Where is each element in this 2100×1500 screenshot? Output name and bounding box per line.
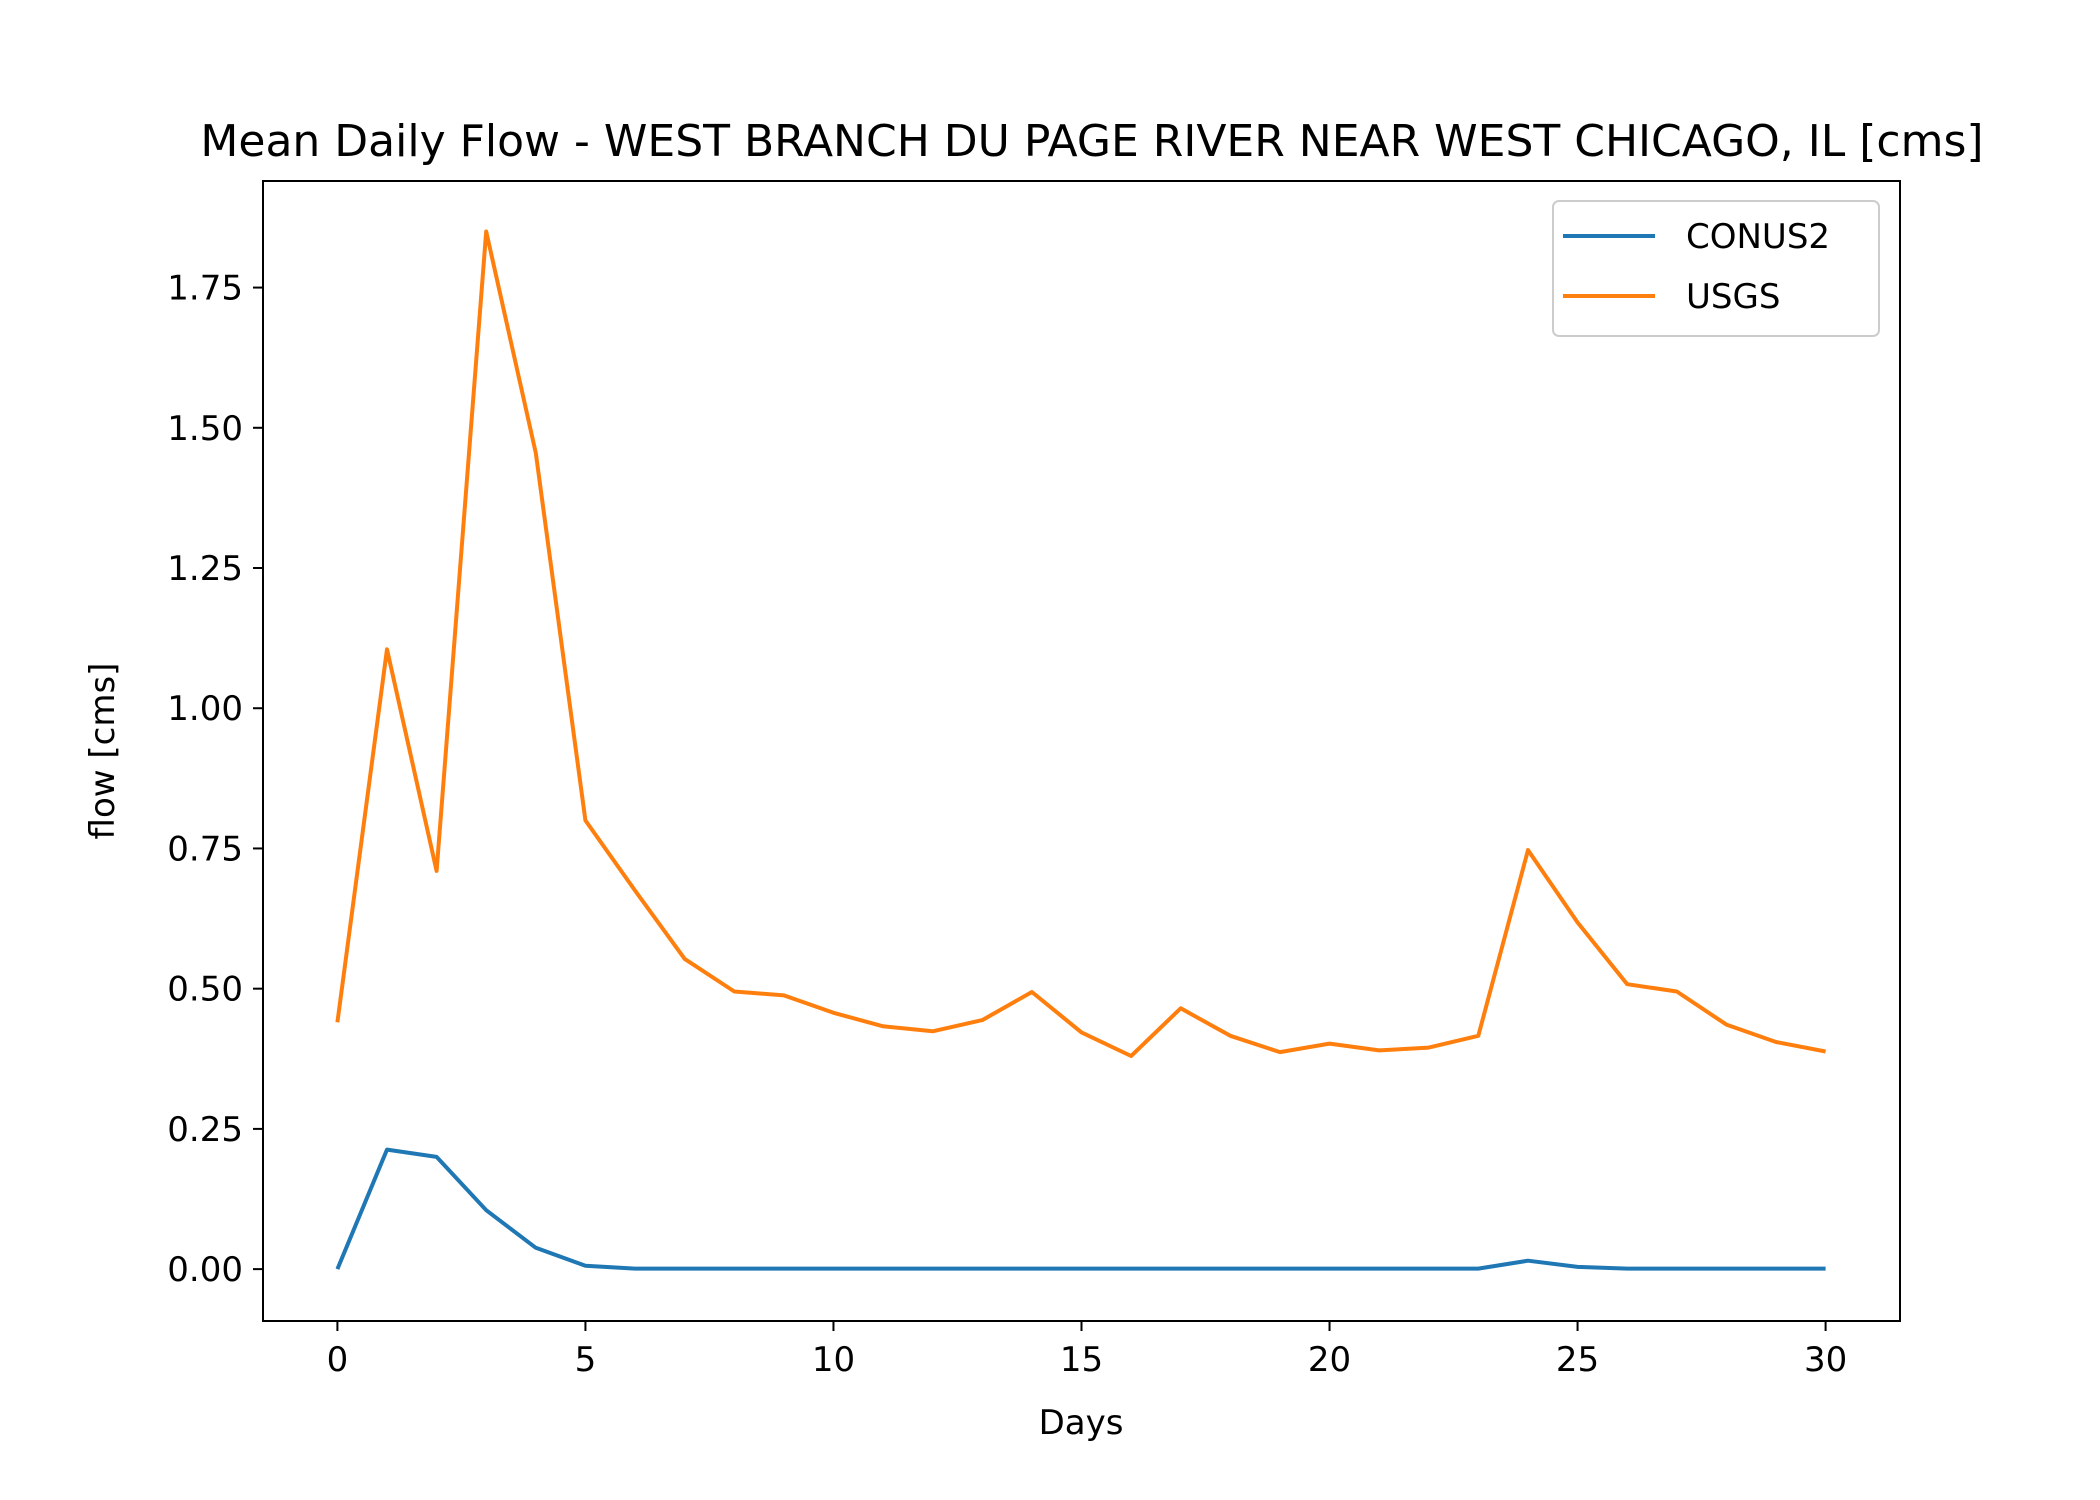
y-tick-label: 1.75 xyxy=(167,269,243,309)
series-lines xyxy=(335,229,1826,1271)
y-tick-label: 0.25 xyxy=(167,1110,243,1150)
y-axis-label: flow [cms] xyxy=(83,663,123,840)
legend-label-conus2: CONUS2 xyxy=(1686,217,1830,257)
x-tick-label: 10 xyxy=(812,1340,855,1380)
y-tick-label: 0.00 xyxy=(167,1250,243,1290)
x-tick-label: 5 xyxy=(575,1340,597,1380)
y-axis: 0.00 0.25 0.50 0.75 1.00 1.25 1.50 1.75 xyxy=(167,269,263,1290)
y-tick-label: 0.50 xyxy=(167,970,243,1010)
x-tick-label: 15 xyxy=(1060,1340,1103,1380)
series-line-conus2 xyxy=(335,1147,1826,1271)
x-tick-label: 25 xyxy=(1556,1340,1599,1380)
x-axis: 0 5 10 15 20 25 30 xyxy=(327,1321,1847,1380)
x-tick-label: 30 xyxy=(1804,1340,1847,1380)
x-tick-label: 0 xyxy=(327,1340,349,1380)
chart-title: Mean Daily Flow - WEST BRANCH DU PAGE RI… xyxy=(200,116,1983,167)
y-tick-label: 1.00 xyxy=(167,689,243,729)
x-axis-label: Days xyxy=(1039,1403,1124,1443)
series-line-usgs xyxy=(335,229,1826,1058)
y-tick-label: 0.75 xyxy=(167,829,243,869)
y-tick-label: 1.50 xyxy=(167,409,243,449)
legend: CONUS2 USGS xyxy=(1552,200,1880,337)
y-tick-label: 1.25 xyxy=(167,549,243,589)
legend-label-usgs: USGS xyxy=(1686,277,1780,317)
x-tick-label: 20 xyxy=(1308,1340,1351,1380)
